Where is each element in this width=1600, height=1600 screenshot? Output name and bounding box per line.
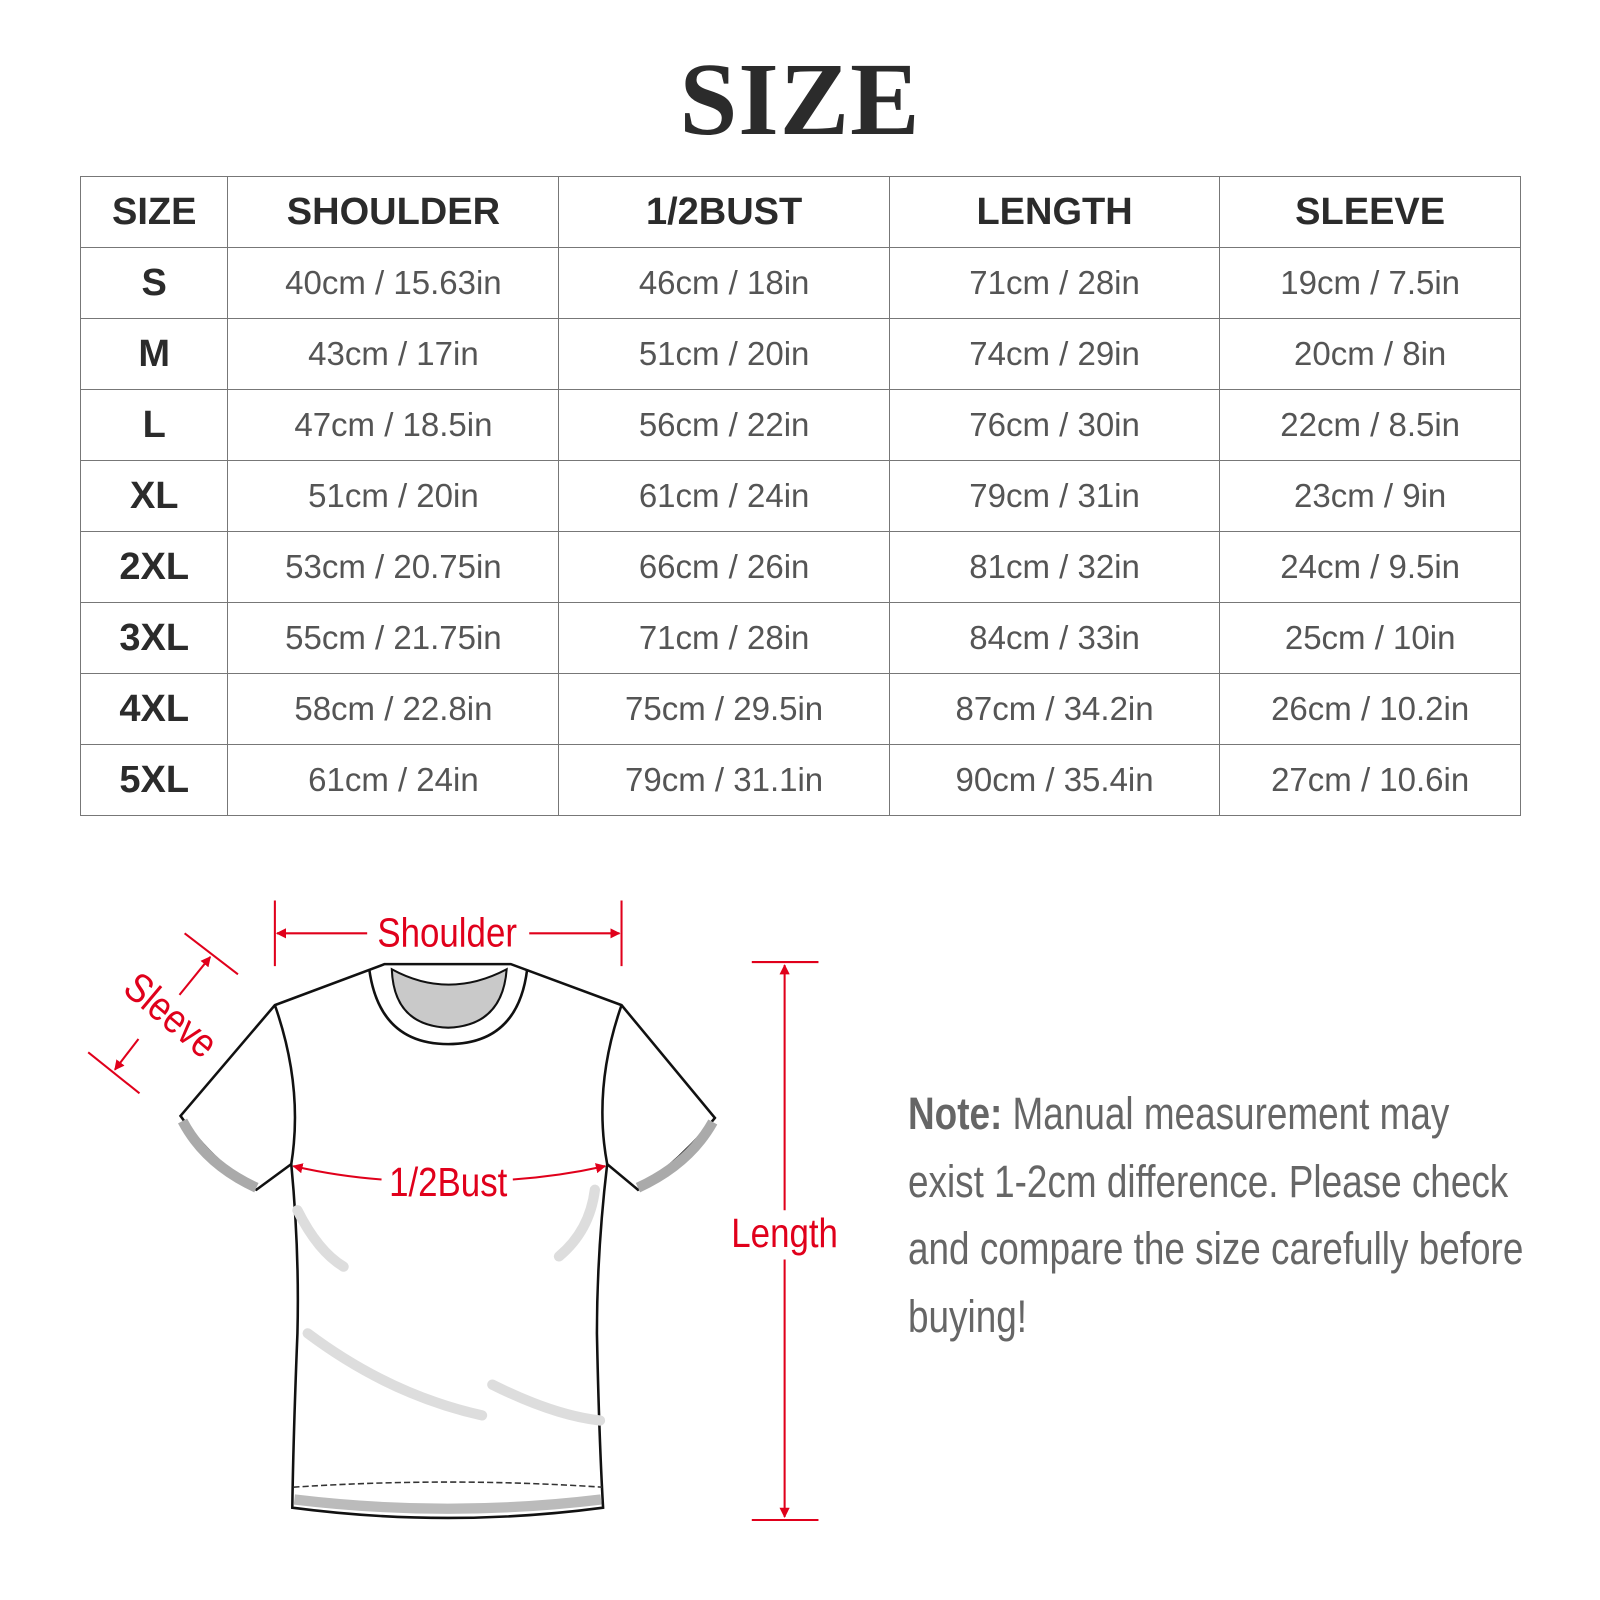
size-cell: L <box>79 389 229 461</box>
neck-inner <box>390 967 508 1029</box>
measurement-cell: 55cm / 21.75in <box>227 602 560 674</box>
measurement-cell: 22cm / 8.5in <box>1219 389 1521 461</box>
note-label: Note: <box>908 1088 1003 1139</box>
measurement-cell: 61cm / 24in <box>558 460 890 532</box>
size-cell: M <box>79 318 229 390</box>
measurement-cell: 71cm / 28in <box>558 602 890 674</box>
column-header-length: LENGTH <box>888 176 1221 248</box>
measurement-cell: 24cm / 9.5in <box>1219 531 1521 603</box>
size-cell: XL <box>79 460 229 532</box>
measurement-cell: 66cm / 26in <box>558 531 890 603</box>
shoulder-label: Shoulder <box>377 911 517 956</box>
table-row: 2XL 53cm / 20.75in 66cm / 26in 81cm / 32in 2… <box>79 531 1521 603</box>
size-cell: 3XL <box>79 602 229 674</box>
measurement-cell: 46cm / 18in <box>558 247 890 319</box>
table-row: 5XL 61cm / 24in 79cm / 31.1in 90cm / 35.4in… <box>79 744 1521 816</box>
measurement-cell: 25cm / 10in <box>1219 602 1521 674</box>
size-cell: 4XL <box>79 673 229 745</box>
bust-label: 1/2Bust <box>389 1160 508 1205</box>
column-header-1-2bust: 1/2BUST <box>558 176 890 248</box>
measurement-cell: 20cm / 8in <box>1219 318 1521 390</box>
length-label: Length <box>731 1212 838 1257</box>
measurement-cell: 26cm / 10.2in <box>1219 673 1521 745</box>
tshirt-body <box>178 962 717 1520</box>
measurement-cell: 43cm / 17in <box>227 318 560 390</box>
column-header-sleeve: SLEEVE <box>1219 176 1521 248</box>
tshirt-illustration <box>178 962 718 1520</box>
measurement-cell: 79cm / 31.1in <box>558 744 890 816</box>
table-row: L 47cm / 18.5in 56cm / 22in 76cm / 30in 22cm… <box>79 389 1521 461</box>
measurement-cell: 53cm / 20.75in <box>227 531 560 603</box>
size-cell: S <box>79 247 229 319</box>
measurement-cell: 19cm / 7.5in <box>1219 247 1521 319</box>
measurement-cell: 79cm / 31in <box>888 460 1221 532</box>
measurement-cell: 23cm / 9in <box>1219 460 1521 532</box>
measurement-cell: 87cm / 34.2in <box>888 673 1221 745</box>
measurement-cell: 51cm / 20in <box>227 460 560 532</box>
sleeve-label: Sleeve <box>115 964 226 1067</box>
page-title: SIZE <box>679 42 921 157</box>
table-row: 4XL 58cm / 22.8in 75cm / 29.5in 87cm / 34.2… <box>79 673 1521 745</box>
size-table: SIZE SHOULDER 1/2BUST LENGTH SLEEVE S 40cm / … <box>79 176 1521 816</box>
table-row: M 43cm / 17in 51cm / 20in 74cm / 29in 20cm /… <box>79 318 1521 390</box>
measurement-cell: 75cm / 29.5in <box>558 673 890 745</box>
column-header-size: SIZE <box>79 176 229 248</box>
measurement-cell: 71cm / 28in <box>888 247 1221 319</box>
note-text: Note: Manual measurement may exist 1-2cm… <box>908 1080 1531 1350</box>
measurement-cell: 58cm / 22.8in <box>227 673 560 745</box>
collar <box>367 969 529 1046</box>
measurement-cell: 27cm / 10.6in <box>1219 744 1521 816</box>
note-body: Manual measurement may exist 1-2cm diffe… <box>908 1088 1524 1342</box>
measurement-cell: 61cm / 24in <box>227 744 560 816</box>
measure-shoulder <box>273 900 623 967</box>
table-row: XL 51cm / 20in 61cm / 24in 79cm / 31in 23cm … <box>79 460 1521 532</box>
measure-sleeve <box>87 932 239 1095</box>
measurement-cell: 40cm / 15.63in <box>227 247 560 319</box>
measurement-cell: 56cm / 22in <box>558 389 890 461</box>
measure-bust <box>292 1163 607 1181</box>
table-row: S 40cm / 15.63in 46cm / 18in 71cm / 28in 19c… <box>79 247 1521 319</box>
measurement-cell: 74cm / 29in <box>888 318 1221 390</box>
measure-length <box>751 961 819 1522</box>
table-header-row: SIZE SHOULDER 1/2BUST LENGTH SLEEVE <box>79 176 1521 248</box>
measurement-cell: 84cm / 33in <box>888 602 1221 674</box>
measurement-cell: 81cm / 32in <box>888 531 1221 603</box>
measurement-cell: 90cm / 35.4in <box>888 744 1221 816</box>
measurement-cell: 76cm / 30in <box>888 389 1221 461</box>
table-row: 3XL 55cm / 21.75in 71cm / 28in 84cm / 33in 2… <box>79 602 1521 674</box>
size-cell: 5XL <box>79 744 229 816</box>
